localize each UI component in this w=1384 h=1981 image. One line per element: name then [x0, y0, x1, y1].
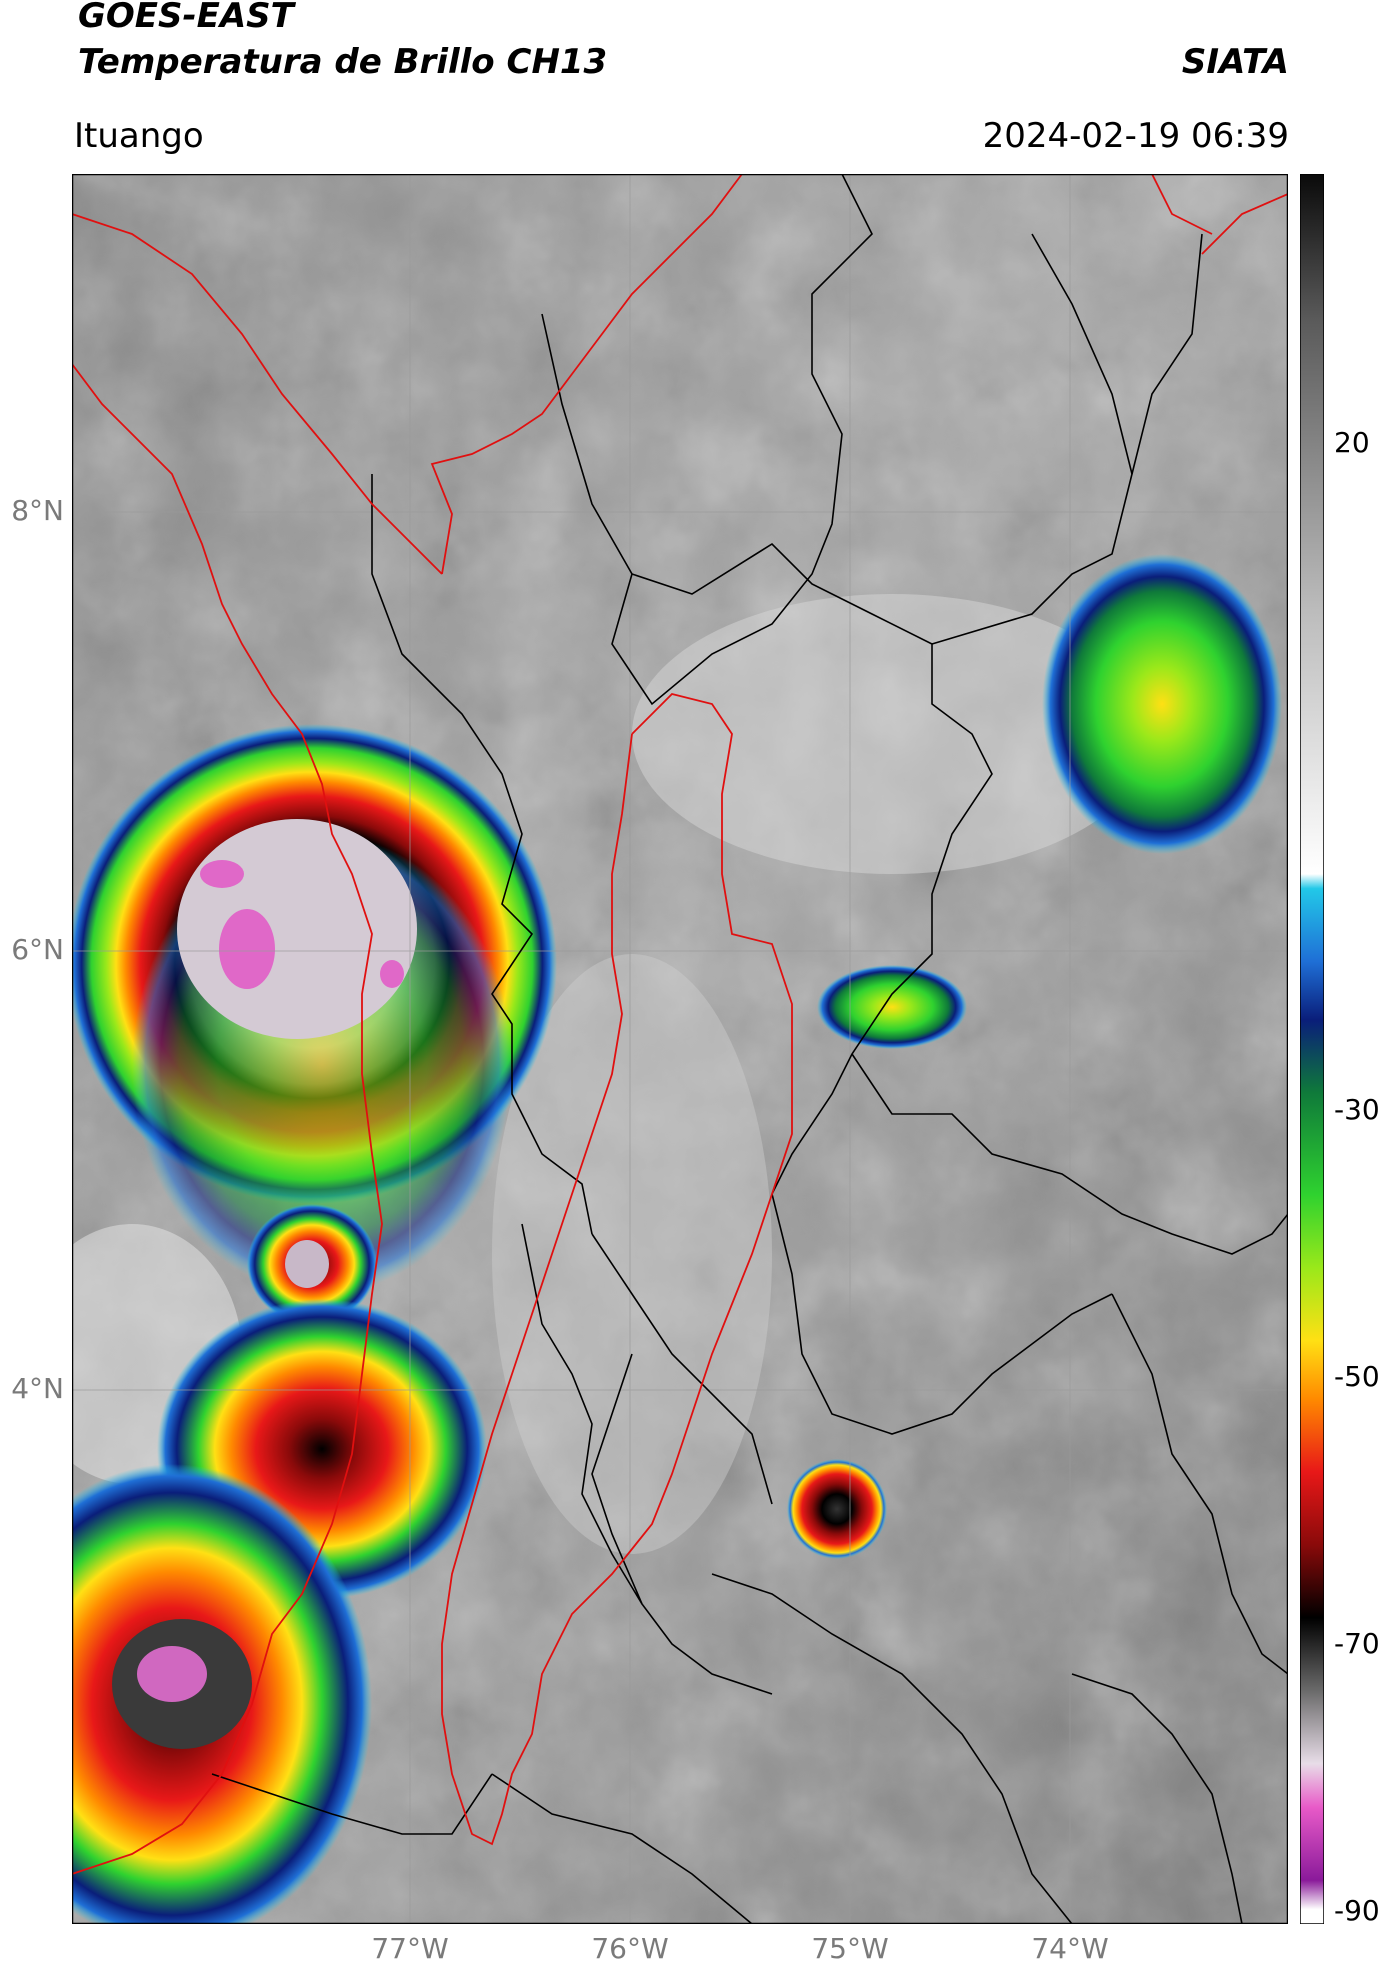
satellite-map	[71, 173, 1289, 1925]
high-cloud-band	[632, 594, 1152, 874]
org-label: SIATA	[1181, 42, 1289, 82]
lon-tick-76: 76°W	[591, 1932, 669, 1965]
lat-tick-6: 6°N	[11, 933, 64, 966]
storm-cell-center	[817, 965, 967, 1049]
colorbar-tick-minus30: -30	[1334, 1093, 1380, 1126]
lon-tick-75: 75°W	[811, 1932, 889, 1965]
graticule	[72, 174, 1288, 1924]
coldest-top-main	[219, 909, 275, 989]
colorbar	[1299, 173, 1325, 1925]
lon-tick-74: 74°W	[1031, 1932, 1109, 1965]
map-panel	[71, 173, 1289, 1925]
storm-cell-east	[1042, 554, 1282, 854]
coldest-top-main-2	[200, 860, 244, 888]
location-label: Ituango	[74, 116, 204, 156]
coldest-top-southwest	[137, 1646, 207, 1702]
map-frame	[71, 173, 1289, 1925]
datetime-label: 2024-02-19 06:39	[982, 116, 1289, 156]
satellite-title: GOES-EAST	[78, 0, 294, 36]
colorbar-tick-20: 20	[1334, 426, 1370, 459]
colorbar-tick-minus90: -90	[1334, 1894, 1380, 1927]
department-borders	[211, 174, 1288, 1924]
product-title: Temperatura de Brillo CH13	[78, 42, 608, 82]
coldest-top-main-3	[380, 960, 404, 988]
colorbar-tick-minus50: -50	[1334, 1360, 1380, 1393]
lon-tick-77: 77°W	[371, 1932, 449, 1965]
colorbar-tick-minus70: -70	[1334, 1627, 1380, 1660]
storm-core-main	[177, 819, 417, 1039]
lat-tick-4: 4°N	[11, 1372, 64, 1405]
red-borders	[72, 174, 1288, 1875]
lat-tick-8: 8°N	[11, 494, 64, 527]
storm-core-small	[285, 1240, 329, 1288]
colorbar-gradient	[1299, 173, 1325, 1925]
high-cloud-band-south	[492, 954, 772, 1554]
storm-cell-southcenter	[787, 1459, 887, 1559]
